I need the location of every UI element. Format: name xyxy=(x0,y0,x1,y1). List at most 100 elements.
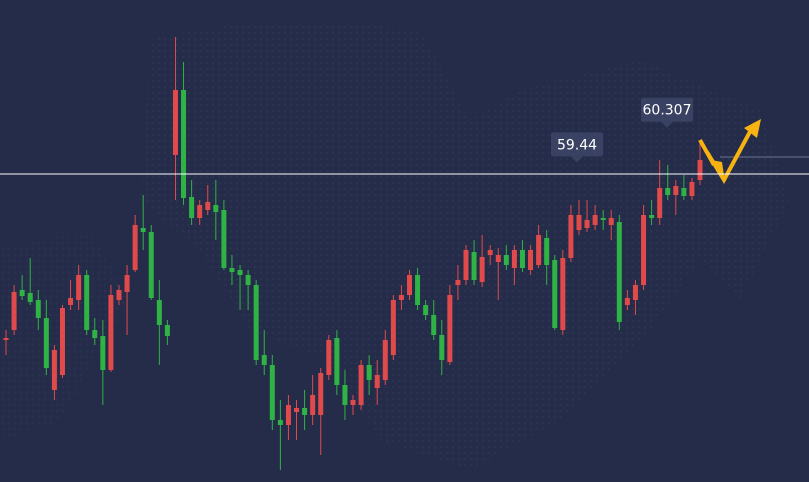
candle-body xyxy=(552,260,558,328)
candle-body xyxy=(140,228,146,232)
candle-body xyxy=(43,318,49,368)
candle-body xyxy=(681,188,687,196)
candle-body xyxy=(528,250,534,270)
candle-body xyxy=(285,405,291,425)
candle-body xyxy=(544,238,550,265)
candle-body xyxy=(277,420,283,425)
candle-body xyxy=(665,188,671,195)
candle-body xyxy=(294,408,300,412)
candle-body xyxy=(148,232,154,298)
candle-body xyxy=(261,355,267,365)
candle-body xyxy=(568,215,574,258)
candle-body xyxy=(11,292,17,330)
price-label-text: 60.307 xyxy=(643,103,692,119)
candle-body xyxy=(342,385,348,405)
candle-body xyxy=(132,225,138,270)
candle-body xyxy=(382,340,388,380)
price-label-pointer xyxy=(571,156,583,163)
candles xyxy=(3,37,703,470)
candle-body xyxy=(697,160,703,180)
candle-body xyxy=(431,315,437,335)
price-label-box xyxy=(641,97,693,122)
candle-body xyxy=(302,408,308,415)
candle-body xyxy=(398,295,404,300)
candle-body xyxy=(269,365,275,420)
candle-body xyxy=(616,222,622,322)
candle-body xyxy=(19,290,25,296)
candle-body xyxy=(205,202,211,210)
candle-body xyxy=(326,340,332,375)
price-label-text: 59.44 xyxy=(557,137,597,153)
candle-body xyxy=(374,375,380,388)
candle-body xyxy=(576,215,582,230)
price-label-box xyxy=(551,132,603,157)
candle-body xyxy=(608,218,614,225)
world-map xyxy=(140,22,790,470)
candle-body xyxy=(68,298,74,305)
candle-body xyxy=(76,275,82,300)
candle-body xyxy=(471,252,477,280)
candle-body xyxy=(463,250,469,280)
candle-body xyxy=(649,215,655,218)
candle-body xyxy=(657,188,663,218)
candle-body xyxy=(415,275,421,305)
candle-body xyxy=(366,365,372,380)
candle-body xyxy=(423,305,429,315)
candle-body xyxy=(59,308,65,375)
candle-body xyxy=(479,257,485,282)
candle-body xyxy=(3,338,9,340)
candle-body xyxy=(536,235,542,265)
candle-body xyxy=(124,275,130,292)
candle-body xyxy=(221,210,227,268)
candle-body xyxy=(310,395,316,415)
candle-body xyxy=(447,295,453,362)
candle-body xyxy=(350,400,356,405)
candle-body xyxy=(164,325,170,336)
candle-body xyxy=(116,290,122,300)
candle-body xyxy=(624,298,630,305)
candle-body xyxy=(156,300,162,325)
candle-body xyxy=(560,258,566,330)
candle-body xyxy=(35,300,41,318)
candle-body xyxy=(237,270,243,275)
candle-body xyxy=(92,330,98,338)
candle-body xyxy=(253,285,259,360)
candle-body xyxy=(84,275,90,330)
candle-body xyxy=(172,90,178,155)
candle-body xyxy=(108,295,114,370)
candle-body xyxy=(407,275,412,295)
candle-body xyxy=(100,336,106,370)
candle-body xyxy=(358,365,364,405)
candle-body xyxy=(487,250,493,255)
candle-body xyxy=(495,255,501,262)
candle-body xyxy=(390,300,396,355)
candle-body xyxy=(51,350,57,390)
candle-body xyxy=(213,205,219,212)
candle-body xyxy=(641,215,647,285)
candle-body xyxy=(584,220,590,228)
candle-body xyxy=(334,338,340,385)
candle-body xyxy=(511,250,517,268)
arrow-head xyxy=(711,160,725,182)
candle-body xyxy=(197,205,203,218)
candle-body xyxy=(318,373,324,415)
candle-body xyxy=(592,215,598,225)
candle-body xyxy=(632,285,638,300)
price-label-pointer xyxy=(661,121,673,128)
candle-body xyxy=(600,218,606,220)
candle-body xyxy=(245,275,251,285)
world-map xyxy=(0,230,130,440)
candle-body xyxy=(673,186,679,195)
candle-body xyxy=(689,182,695,196)
candle-body xyxy=(189,197,195,218)
price-label: 59.44 xyxy=(551,132,603,163)
price-label: 60.307 xyxy=(641,97,693,128)
candle-body xyxy=(439,335,445,360)
candle-body xyxy=(455,280,461,285)
candle-body xyxy=(503,255,509,265)
candle-body xyxy=(27,293,33,302)
candle-body xyxy=(519,250,525,268)
arrow-head xyxy=(744,119,761,138)
candle-body xyxy=(229,268,235,272)
